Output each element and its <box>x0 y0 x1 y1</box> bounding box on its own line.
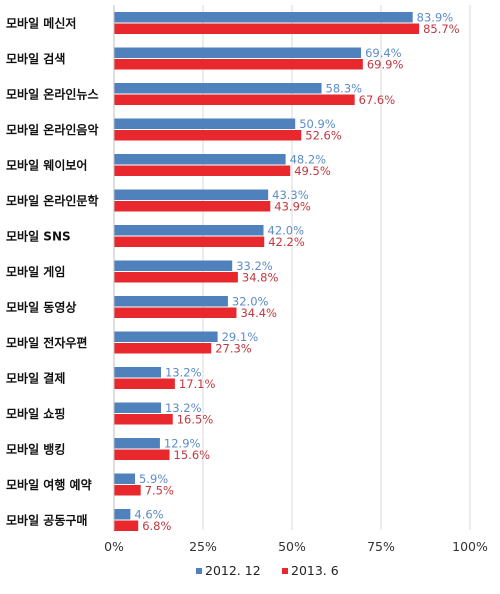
data-label: 43.9% <box>274 200 311 214</box>
x-tick-label: 75% <box>367 539 395 554</box>
data-label: 85.7% <box>423 22 460 36</box>
data-label: 49.5% <box>294 164 331 178</box>
data-label: 7.5% <box>145 484 174 498</box>
category-label: 모바일 웨이보어 <box>6 158 87 173</box>
data-label: 32.0% <box>232 295 269 309</box>
bar-series1 <box>114 473 136 484</box>
data-label: 34.8% <box>242 271 279 285</box>
data-label: 29.1% <box>222 330 259 344</box>
bar-series2 <box>114 130 302 141</box>
category-label: 모바일 여행 예약 <box>6 477 92 492</box>
bar-series2 <box>114 520 139 531</box>
bar-series2 <box>114 307 237 318</box>
bar-series1 <box>114 12 413 23</box>
data-label: 48.2% <box>290 153 327 167</box>
x-tick-label: 0% <box>104 539 124 554</box>
bar-series1 <box>114 83 322 94</box>
x-tick-label: 50% <box>278 539 306 554</box>
category-label: 모바일 SNS <box>6 229 71 244</box>
data-label: 16.5% <box>177 413 214 427</box>
category-label: 모바일 동영상 <box>6 300 76 315</box>
legend-label: 2012. 12 <box>205 563 261 578</box>
data-labels: 83.9%85.7% 69.4%69.9% 58.3%67.6% 50.9%52.6%… <box>134 11 459 534</box>
data-label: 58.3% <box>326 82 363 96</box>
bar-series2 <box>114 378 175 389</box>
category-label: 모바일 공동구매 <box>6 513 87 528</box>
data-label: 33.2% <box>236 259 273 273</box>
bar-series2 <box>114 165 291 176</box>
data-label: 6.8% <box>142 519 171 533</box>
bar-series1 <box>114 118 296 129</box>
legend-label: 2013. 6 <box>291 563 339 578</box>
category-label: 모바일 온라인뉴스 <box>6 87 99 102</box>
bar-series1 <box>114 260 233 271</box>
bar-series1 <box>114 47 362 58</box>
x-tick-label: 100% <box>452 539 488 554</box>
data-label: 42.0% <box>268 224 305 238</box>
bar-series1 <box>114 296 228 307</box>
bar-series2 <box>114 272 238 283</box>
bar-series1 <box>114 438 160 449</box>
data-label: 52.6% <box>305 129 342 143</box>
category-label: 모바일 쇼핑 <box>6 406 65 421</box>
category-label: 모바일 전자우편 <box>6 335 87 350</box>
bar-series2 <box>114 343 212 354</box>
data-label: 4.6% <box>134 508 163 522</box>
data-label: 15.6% <box>174 448 211 462</box>
bar-series1 <box>114 402 161 413</box>
data-label: 69.9% <box>367 58 404 72</box>
category-label: 모바일 온라인음악 <box>6 122 99 137</box>
data-label: 34.4% <box>240 306 277 320</box>
data-label: 13.2% <box>165 366 202 380</box>
category-label: 모바일 검색 <box>6 51 65 66</box>
data-label: 17.1% <box>179 377 216 391</box>
category-label: 모바일 메신저 <box>6 16 76 31</box>
bar-series2 <box>114 485 141 496</box>
category-label: 모바일 게임 <box>6 264 65 279</box>
data-label: 27.3% <box>215 342 252 356</box>
data-label: 5.9% <box>139 472 168 486</box>
bar-series2 <box>114 23 420 34</box>
bar-series1 <box>114 154 286 165</box>
data-label: 13.2% <box>165 401 202 415</box>
category-label: 모바일 뱅킹 <box>6 442 65 457</box>
bar-series2 <box>114 414 173 425</box>
legend-swatch <box>282 568 288 574</box>
x-tick-label: 25% <box>189 539 217 554</box>
data-label: 42.2% <box>268 235 305 249</box>
data-label: 83.9% <box>417 11 454 25</box>
bar-series2 <box>114 59 363 70</box>
data-label: 12.9% <box>164 437 201 451</box>
bar-series2 <box>114 449 170 460</box>
category-label: 모바일 결제 <box>6 371 65 386</box>
category-label: 모바일 온라인문학 <box>6 193 99 208</box>
bar-series1 <box>114 189 269 200</box>
legend-swatch <box>196 568 202 574</box>
bars <box>114 12 420 531</box>
bar-series1 <box>114 225 264 236</box>
bar-series1 <box>114 509 131 520</box>
data-label: 50.9% <box>299 117 336 131</box>
bar-series2 <box>114 201 271 212</box>
data-label: 69.4% <box>365 46 402 60</box>
legend: 2012. 12 2013. 6 <box>196 563 339 578</box>
bar-series1 <box>114 331 218 342</box>
bar-series1 <box>114 367 161 378</box>
bar-series2 <box>114 94 355 105</box>
data-label: 67.6% <box>359 93 396 107</box>
data-label: 43.3% <box>272 188 309 202</box>
x-axis: 0% 25% 50% 75% 100% <box>104 5 488 554</box>
bar-series2 <box>114 236 265 247</box>
